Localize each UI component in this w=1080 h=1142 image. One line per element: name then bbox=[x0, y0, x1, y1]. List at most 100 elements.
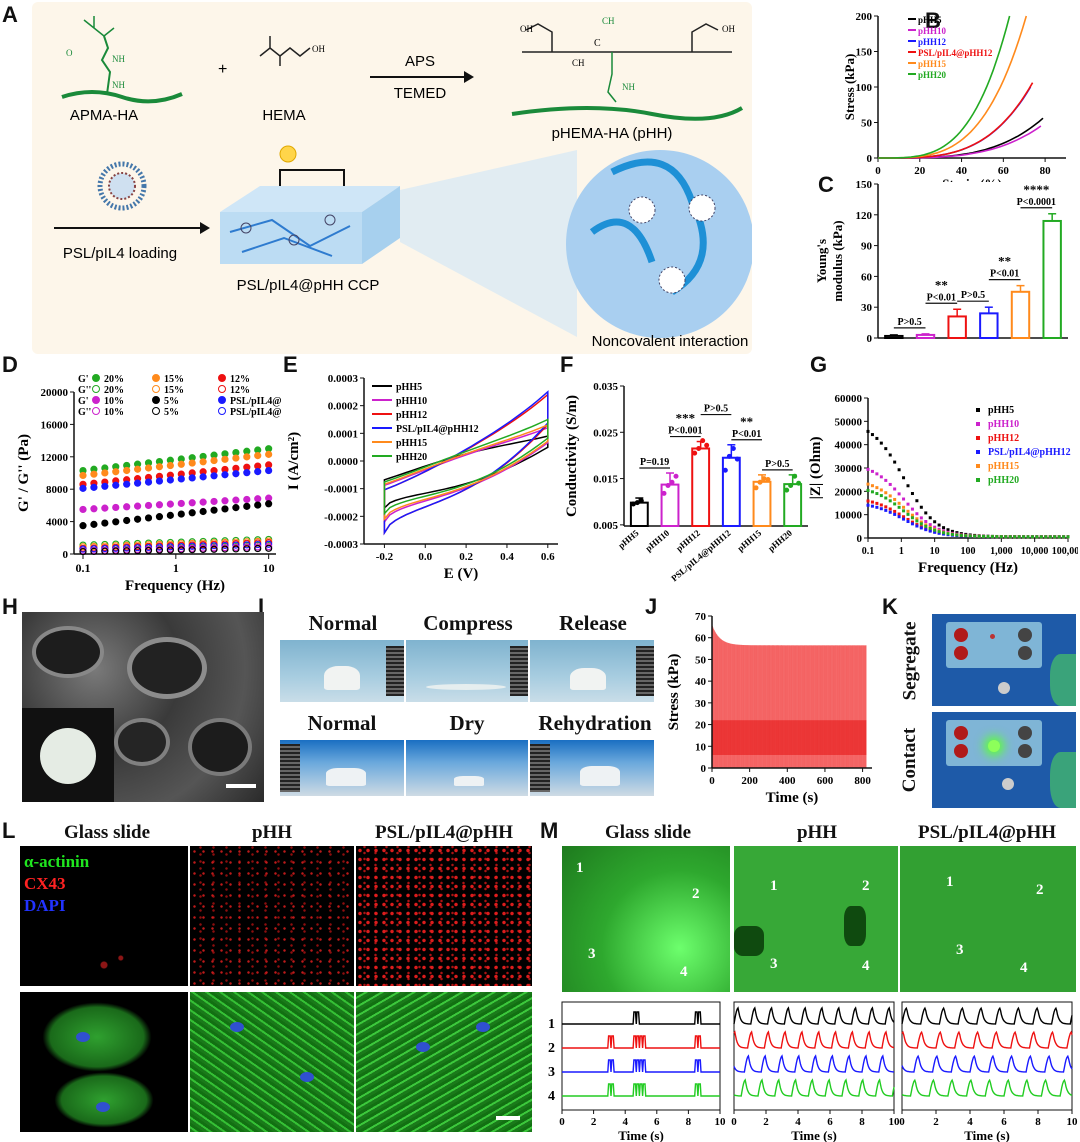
panel-label-j: J bbox=[645, 594, 658, 619]
e-ytick: -0.0003 bbox=[324, 539, 358, 551]
d-point bbox=[101, 547, 109, 555]
g-point bbox=[946, 528, 950, 532]
g-point bbox=[1030, 535, 1034, 539]
g-legend-label: pHH20 bbox=[988, 475, 1019, 486]
d-legend-label: 12% bbox=[230, 374, 250, 385]
d-legend-key: G' bbox=[78, 396, 89, 407]
f-point bbox=[722, 467, 728, 473]
apma-nh-label-2: NH bbox=[112, 80, 125, 90]
g-legend-marker bbox=[976, 408, 980, 412]
g-point bbox=[866, 429, 870, 433]
g-point bbox=[1017, 535, 1021, 539]
b-xlabel: Strain (%) bbox=[942, 176, 1002, 182]
d-point bbox=[90, 547, 98, 555]
g-point bbox=[906, 517, 910, 521]
d-point bbox=[133, 479, 142, 487]
hydrogel-side bbox=[362, 186, 400, 264]
m-trace-line bbox=[562, 1083, 720, 1097]
g-point bbox=[870, 433, 874, 437]
f-point bbox=[792, 473, 798, 479]
g-point bbox=[906, 512, 910, 516]
g-point bbox=[875, 501, 879, 505]
g-point bbox=[942, 531, 946, 535]
f-point bbox=[761, 476, 767, 482]
g-point bbox=[928, 529, 932, 533]
g-point bbox=[950, 529, 954, 533]
b-ytick: 150 bbox=[856, 47, 873, 59]
d-point bbox=[155, 463, 164, 471]
g-point bbox=[924, 528, 928, 532]
f-sig-label: P<0.001 bbox=[668, 426, 702, 437]
g-point bbox=[986, 535, 990, 539]
j-xlabel: Time (s) bbox=[766, 790, 819, 806]
d-point bbox=[177, 542, 185, 551]
photo-release bbox=[530, 640, 654, 702]
d-point bbox=[188, 459, 196, 467]
g-point bbox=[902, 509, 906, 513]
b-xtick: 20 bbox=[914, 165, 926, 177]
b-ytick: 0 bbox=[867, 153, 873, 165]
m-trace-line bbox=[901, 1054, 1073, 1073]
g-point bbox=[875, 505, 879, 509]
panel-label-a: A bbox=[2, 2, 18, 27]
panel-label-d: D bbox=[2, 352, 18, 377]
sem-image bbox=[22, 612, 264, 802]
hydrogel-top bbox=[220, 186, 400, 212]
zoom-circle bbox=[566, 150, 754, 338]
f-xtick: pHH15 bbox=[735, 528, 763, 554]
d-point bbox=[199, 507, 207, 516]
d-point bbox=[79, 547, 87, 556]
label-contact-wrap: Contact bbox=[888, 712, 932, 808]
d-legend-label: 10% bbox=[104, 407, 124, 418]
d-legend-label: 15% bbox=[164, 385, 184, 396]
j-ytick: 0 bbox=[701, 763, 707, 775]
label-normal-top: Normal bbox=[308, 611, 378, 635]
d-point bbox=[144, 546, 153, 555]
g-point bbox=[888, 507, 892, 511]
g-point bbox=[919, 516, 923, 520]
g-point bbox=[959, 533, 963, 537]
m-xtick: 0 bbox=[559, 1116, 565, 1128]
g-ytick: 10000 bbox=[835, 510, 863, 522]
c-ylabel-2: modulus (kPa) bbox=[830, 220, 845, 301]
label-contact: Contact bbox=[899, 727, 921, 793]
b-ytick: 100 bbox=[856, 82, 873, 94]
d-point bbox=[188, 546, 196, 554]
d-point bbox=[221, 545, 229, 553]
g-point bbox=[888, 510, 892, 514]
g-legend-marker bbox=[976, 450, 980, 454]
g-point bbox=[924, 520, 928, 524]
g-point bbox=[875, 492, 879, 496]
j-ytick: 50 bbox=[695, 654, 707, 666]
d-point bbox=[155, 477, 164, 485]
m-xtick: 10 bbox=[715, 1116, 727, 1128]
g-point bbox=[902, 497, 906, 501]
g-point bbox=[893, 509, 897, 513]
b-line bbox=[878, 82, 1034, 159]
g-legend-label: pHH15 bbox=[988, 461, 1019, 472]
g-point bbox=[919, 526, 923, 530]
l-col1-title: Glass slide bbox=[63, 822, 151, 843]
c-sig-label: P>0.5 bbox=[898, 317, 922, 328]
g-point bbox=[888, 482, 892, 486]
photo-rehydration bbox=[530, 740, 654, 796]
l-scale-bar bbox=[496, 1116, 520, 1120]
d-legend-marker bbox=[218, 385, 226, 393]
e-cv-loop bbox=[383, 418, 549, 516]
circuit-wire bbox=[279, 169, 345, 186]
photo-compress bbox=[406, 640, 528, 702]
e-ytick: 0.0000 bbox=[328, 456, 359, 468]
m-xtick: 10 bbox=[889, 1116, 901, 1128]
e-legend-label: pHH12 bbox=[396, 410, 427, 421]
g-ytick: 60000 bbox=[835, 393, 863, 405]
photo-segregate bbox=[932, 614, 1076, 706]
f-point bbox=[788, 483, 794, 489]
d-point bbox=[199, 545, 207, 554]
d-legend-marker bbox=[152, 396, 160, 404]
d-point bbox=[265, 466, 273, 475]
hydrogel-front bbox=[220, 212, 362, 264]
d-point bbox=[199, 458, 207, 466]
m-trace-line bbox=[733, 1054, 894, 1073]
b-legend-label: pHH20 bbox=[918, 70, 947, 80]
d-point bbox=[123, 466, 131, 475]
